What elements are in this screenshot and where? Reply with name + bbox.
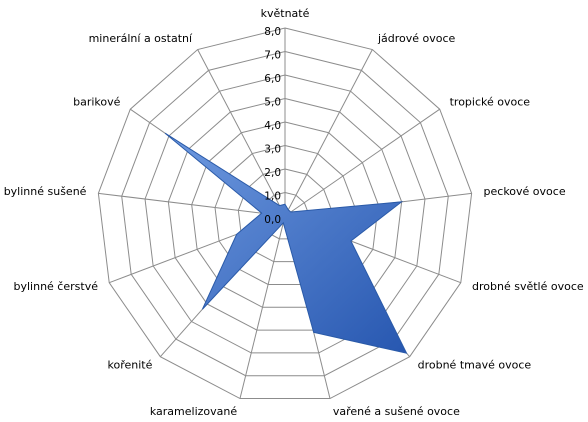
category-label: drobné tmavé ovoce: [418, 359, 532, 372]
r-tick-label: 6,0: [264, 73, 281, 85]
category-label: tropické ovoce: [450, 95, 531, 108]
r-tick-label: 7,0: [264, 50, 281, 62]
r-tick-label: 8,0: [264, 26, 281, 38]
spoke: [98, 192, 286, 217]
category-label: květnaté: [261, 7, 310, 20]
radar-area: [164, 132, 408, 354]
category-label: barikové: [73, 95, 121, 108]
r-tick-label: 5,0: [264, 97, 281, 109]
category-label: peckové ovoce: [484, 185, 566, 198]
category-label: minerální a ostatní: [89, 32, 193, 45]
grid-ring: [167, 97, 403, 331]
spoke: [239, 215, 286, 399]
category-label: jádrové ovoce: [377, 32, 456, 45]
category-label: vařené a sušené ovoce: [333, 405, 460, 418]
r-tick-label: 0,0: [264, 214, 281, 226]
grid-ring: [144, 74, 426, 354]
grid-ring: [97, 27, 473, 400]
spoke: [284, 49, 373, 217]
category-label: bylinné sušené: [4, 185, 87, 198]
grid-ring: [191, 121, 379, 308]
category-label: karamelizované: [150, 405, 238, 418]
r-tick-label: 4,0: [264, 120, 281, 132]
r-tick-label: 3,0: [264, 144, 281, 156]
category-label: drobné světlé ovoce: [472, 280, 584, 293]
spoke: [197, 49, 286, 217]
r-tick-label: 1,0: [264, 191, 281, 203]
r-tick-label: 2,0: [264, 167, 281, 179]
spoke: [284, 108, 441, 217]
category-label: kořenité: [108, 359, 153, 372]
category-label: bylinné čerstvé: [14, 280, 99, 293]
grid-ring: [121, 50, 449, 377]
